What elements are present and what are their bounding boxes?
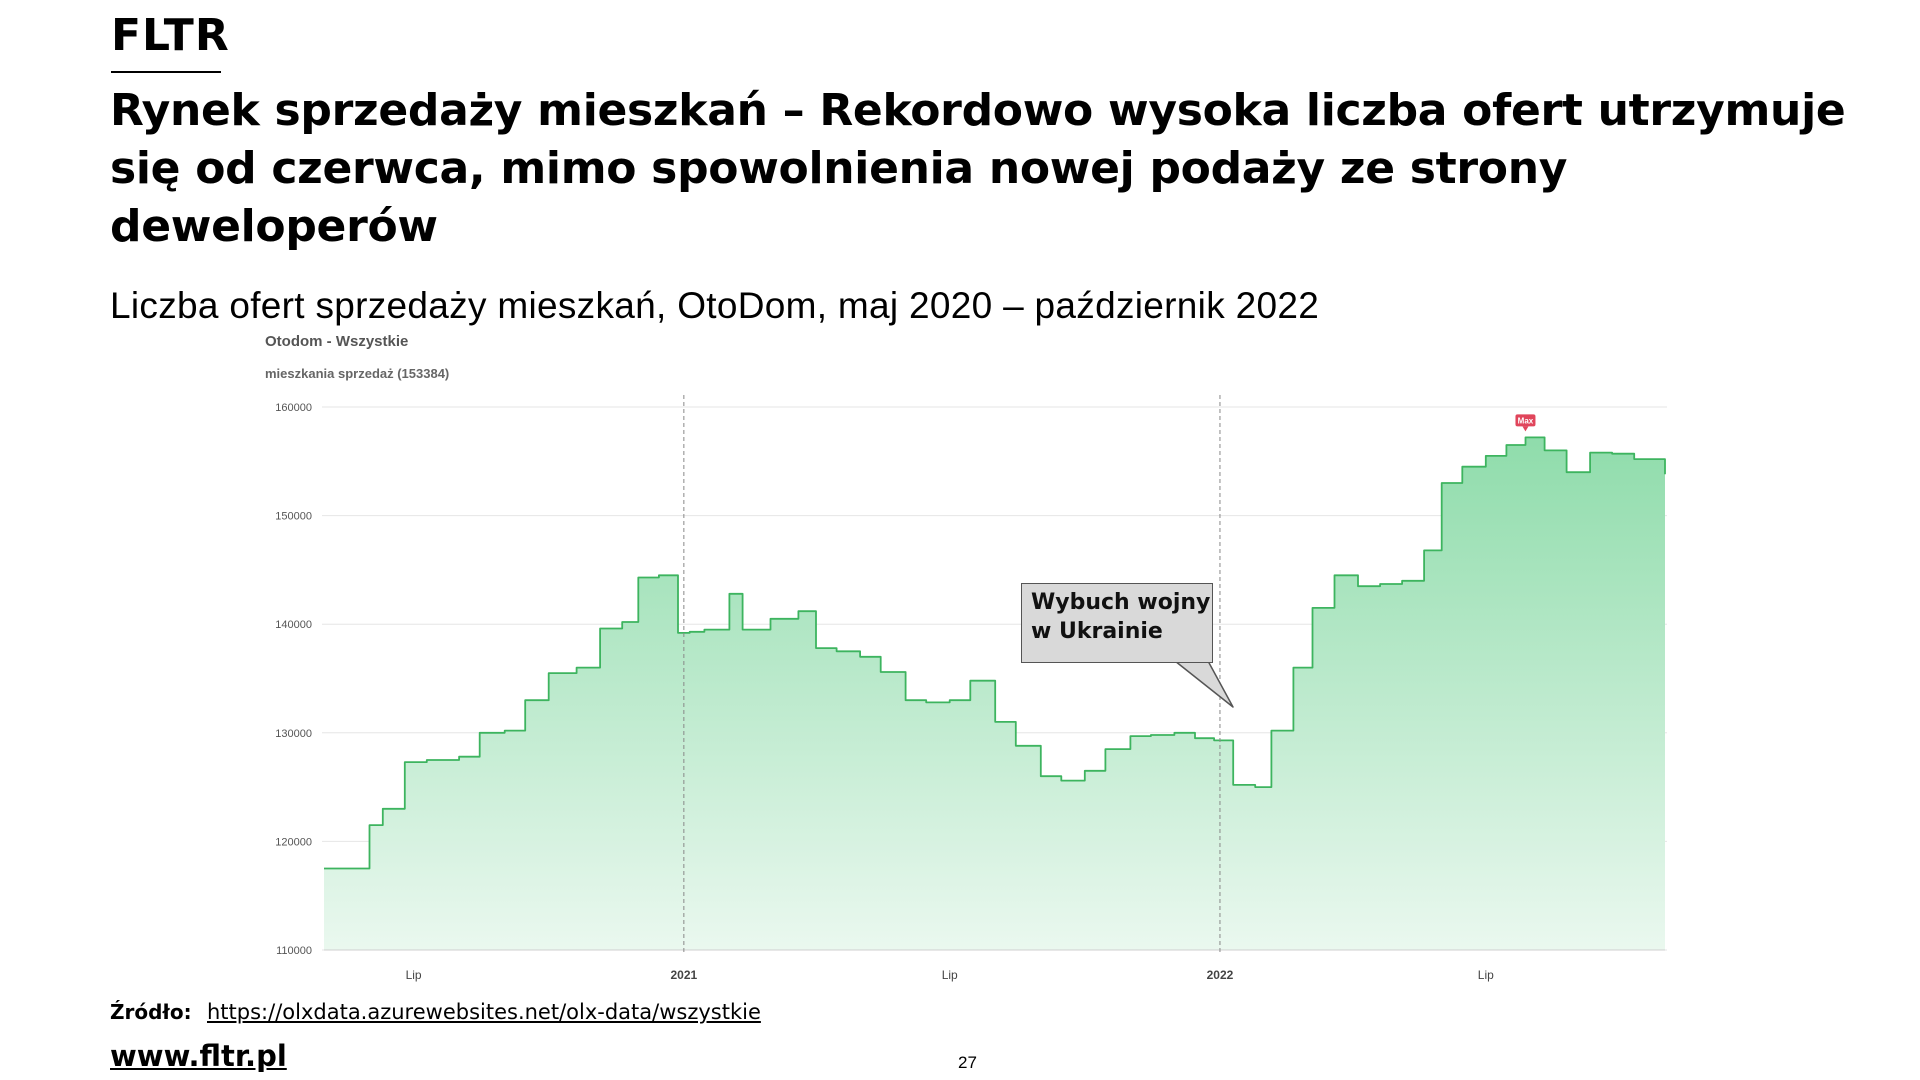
logo-underline (111, 71, 221, 73)
website-link[interactable]: www.fltr.pl (110, 1039, 287, 1073)
x-tick-label: 2022 (1207, 968, 1234, 982)
y-tick-label: 160000 (275, 402, 312, 414)
max-marker-badge (1515, 414, 1536, 427)
brand-logo: FLTR (111, 10, 230, 61)
callout-line-2: w Ukrainie (1031, 619, 1163, 644)
x-tick-label: 2021 (671, 968, 698, 982)
chart-series-label: mieszkania sprzedaż (153384) (265, 366, 450, 381)
chart-title: Otodom - Wszystkie (265, 333, 409, 350)
source-link[interactable]: https://olxdata.azurewebsites.net/olx-da… (207, 1000, 761, 1024)
max-marker-label: Max (1518, 416, 1534, 425)
y-tick-label: 140000 (275, 619, 312, 631)
source-label: Źródło: (110, 1000, 192, 1024)
x-tick-label: Lip (942, 968, 958, 982)
war-callout-box: Wybuch wojny w Ukrainie (1021, 583, 1213, 663)
series-line (324, 436, 1666, 870)
max-marker-pointer (1522, 426, 1529, 432)
callout-line-1: Wybuch wojny (1031, 590, 1211, 615)
x-tick-label: Lip (1478, 968, 1494, 982)
series-area-fill (324, 437, 1665, 950)
page-title: Rynek sprzedaży mieszkań – Rekordowo wys… (110, 85, 1846, 252)
y-tick-label: 110000 (276, 945, 312, 957)
chart-subtitle: Liczba ofert sprzedaży mieszkań, OtoDom,… (110, 285, 1320, 326)
callout-pointer (1174, 660, 1234, 708)
y-tick-label: 130000 (275, 728, 312, 740)
y-tick-label: 120000 (275, 836, 312, 848)
x-tick-label: Lip (406, 968, 422, 982)
page-number: 27 (958, 1053, 977, 1072)
y-tick-label: 150000 (275, 511, 312, 523)
